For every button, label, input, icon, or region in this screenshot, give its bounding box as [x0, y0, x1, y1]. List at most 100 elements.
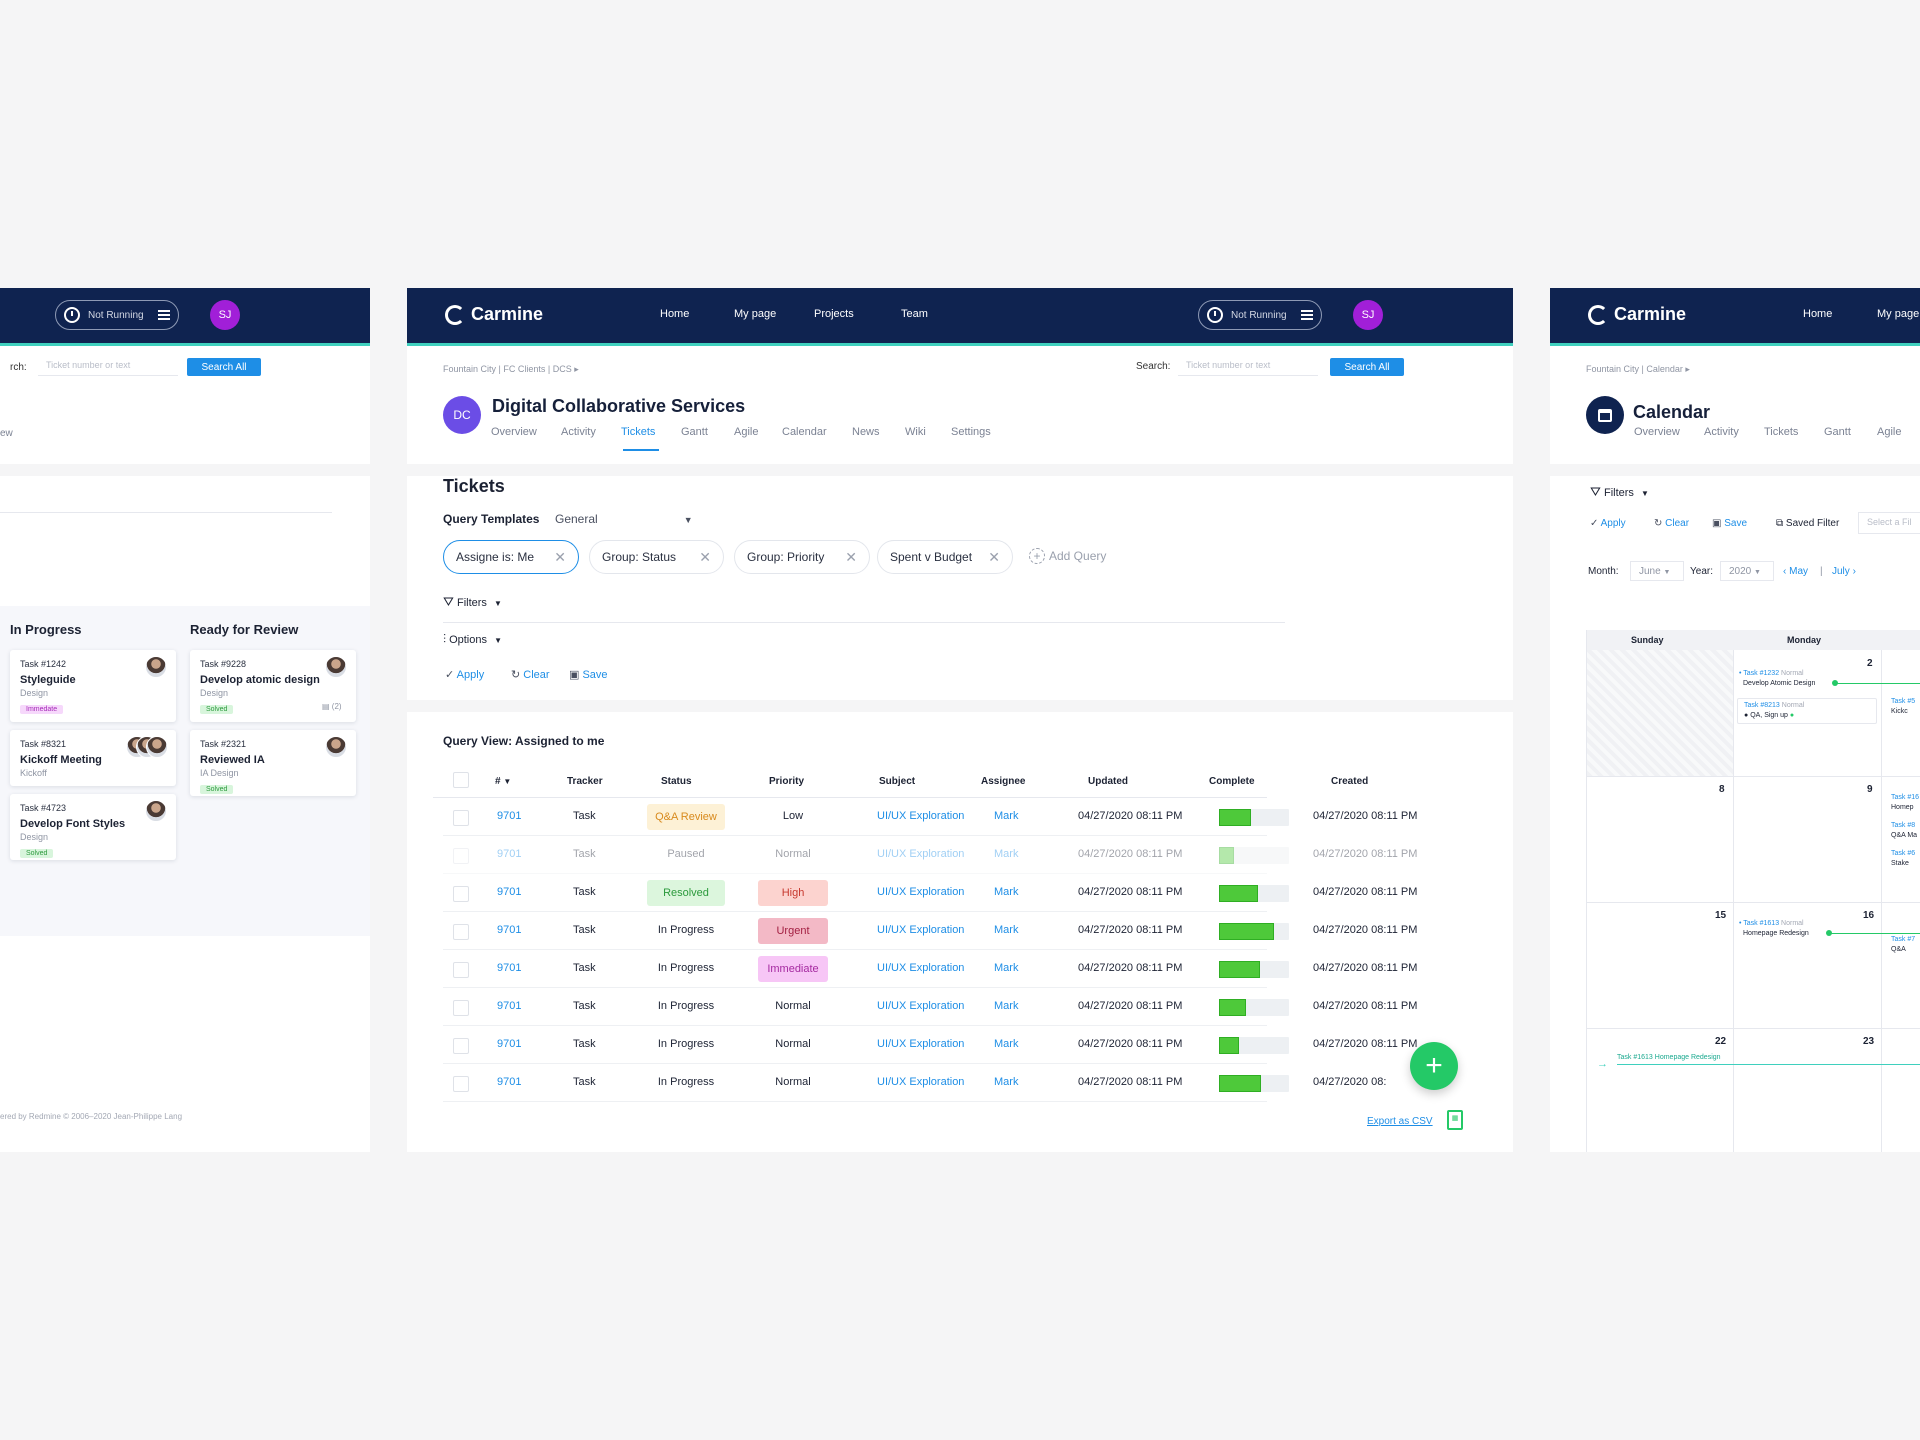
tab-gantt[interactable]: Gantt [1824, 426, 1851, 438]
nav-projects[interactable]: Projects [814, 308, 854, 320]
row-checkbox[interactable] [453, 1000, 469, 1016]
breadcrumb[interactable]: Fountain City | FC Clients | DCS ▸ [443, 364, 579, 374]
close-icon[interactable]: ✕ [845, 548, 857, 565]
nav-my-page[interactable]: My page [1877, 308, 1920, 320]
tab-agile[interactable]: Agile [734, 426, 759, 438]
add-query-button[interactable]: + Add Query [1029, 548, 1106, 564]
clear-button[interactable]: ↻ Clear [511, 669, 550, 681]
saved-filter-select[interactable]: Select a Fil [1858, 512, 1920, 534]
subject-link[interactable]: UI/UX Exploration [877, 924, 965, 936]
task-card[interactable]: Task #4723 Develop Font Styles Design So… [10, 794, 176, 860]
search-input[interactable]: Ticket number or text [1178, 356, 1318, 376]
calendar-event[interactable]: • Task #1613 Normal Homepage Redesign [1737, 920, 1920, 944]
col-tracker[interactable]: Tracker [567, 776, 603, 787]
table-row[interactable]: 9701 Task In Progress Immediate UI/UX Explor… [443, 950, 1417, 988]
next-month-link[interactable]: July › [1832, 566, 1856, 577]
col-updated[interactable]: Updated [1088, 776, 1128, 787]
assignee-link[interactable]: Mark [994, 1038, 1019, 1050]
filters-toggle[interactable]: ⛛ Filters ▼ [443, 594, 502, 609]
select-all-checkbox[interactable] [453, 772, 469, 788]
subject-link[interactable]: UI/UX Exploration [877, 962, 965, 974]
col-assignee[interactable]: Assignee [981, 776, 1026, 787]
table-row[interactable]: 9701 Task Q&A Review Low UI/UX Exploration Ma… [443, 798, 1417, 836]
saved-filter-button[interactable]: ⧉ Saved Filter [1776, 518, 1840, 529]
subject-link[interactable]: UI/UX Exploration [877, 1076, 965, 1088]
nav-home[interactable]: Home [1803, 308, 1833, 320]
col-subject[interactable]: Subject [879, 776, 916, 787]
ticket-id[interactable]: 9701 [497, 924, 522, 936]
table-row[interactable]: 9701 Task In Progress Normal UI/UX Explorati… [443, 1026, 1417, 1064]
nav-team[interactable]: Team [901, 308, 928, 320]
col-id[interactable]: # ▼ [495, 776, 512, 787]
timer-toggle[interactable]: Not Running [1198, 300, 1322, 330]
search-all-button[interactable]: Search All [187, 358, 261, 376]
table-row[interactable]: 9701 Task In Progress Urgent UI/UX Explorati… [443, 912, 1417, 950]
clear-button[interactable]: ↻ Clear [1654, 518, 1690, 529]
assignee-link[interactable]: Mark [994, 886, 1019, 898]
row-checkbox[interactable] [453, 962, 469, 978]
col-priority[interactable]: Priority [769, 776, 805, 787]
ticket-id[interactable]: 9701 [497, 1076, 522, 1088]
user-avatar[interactable]: SJ [210, 300, 240, 330]
assignee-link[interactable]: Mark [994, 924, 1019, 936]
row-checkbox[interactable] [453, 924, 469, 940]
subject-link[interactable]: UI/UX Exploration [877, 886, 965, 898]
query-chip[interactable]: Group: Priority ✕ [734, 540, 870, 574]
user-avatar[interactable]: SJ [1353, 300, 1383, 330]
tab-wiki[interactable]: Wiki [905, 426, 926, 438]
subject-link[interactable]: UI/UX Exploration [877, 1000, 965, 1012]
tab-settings[interactable]: Settings [951, 426, 991, 438]
calendar-event[interactable]: → Task #1613 Homepage Redesign [1587, 1054, 1920, 1074]
save-button[interactable]: ▣ Save [1712, 518, 1748, 529]
tab-activity[interactable]: Activity [1704, 426, 1739, 438]
assignee-link[interactable]: Mark [994, 810, 1019, 822]
table-row[interactable]: 9701 Task Resolved High UI/UX Exploration Mar… [443, 874, 1417, 912]
tab-tickets[interactable]: Tickets [621, 426, 656, 438]
ticket-id[interactable]: 9701 [497, 848, 522, 860]
timer-toggle[interactable]: Not Running [55, 300, 179, 330]
calendar-event[interactable]: • Task #1232 Normal Develop Atomic Desig… [1737, 670, 1920, 694]
month-select[interactable]: June ▼ [1630, 561, 1684, 581]
tab-overview[interactable]: Overview [491, 426, 537, 438]
task-card[interactable]: Task #8321 Kickoff Meeting Kickoff [10, 730, 176, 786]
query-chip[interactable]: Spent v Budget ✕ [877, 540, 1013, 574]
save-button[interactable]: ▣ Save [569, 669, 608, 681]
ticket-id[interactable]: 9701 [497, 962, 522, 974]
tab-overview[interactable]: Overview [1634, 426, 1680, 438]
ticket-id[interactable]: 9701 [497, 886, 522, 898]
assignee-link[interactable]: Mark [994, 1076, 1019, 1088]
options-toggle[interactable]: ⫶ Options ▼ [443, 632, 502, 646]
close-icon[interactable]: ✕ [554, 548, 566, 565]
search-all-button[interactable]: Search All [1330, 358, 1404, 376]
col-created[interactable]: Created [1331, 776, 1369, 787]
subject-link[interactable]: UI/UX Exploration [877, 1038, 965, 1050]
task-card[interactable]: Task #9228 Develop atomic design Design … [190, 650, 356, 722]
table-row[interactable]: 9701 Task Paused Normal UI/UX Exploration Mar… [443, 836, 1417, 874]
ticket-id[interactable]: 9701 [497, 1038, 522, 1050]
filters-toggle[interactable]: ⛛ Filters ▼ [1590, 484, 1649, 499]
col-complete[interactable]: Complete [1209, 776, 1255, 787]
table-row[interactable]: 9701 Task In Progress Normal UI/UX Explorati… [443, 988, 1417, 1026]
tab-news[interactable]: News [852, 426, 880, 438]
row-checkbox[interactable] [453, 810, 469, 826]
close-icon[interactable]: ✕ [699, 548, 711, 565]
ticket-id[interactable]: 9701 [497, 1000, 522, 1012]
logo[interactable]: Carmine [1588, 304, 1686, 325]
assignee-link[interactable]: Mark [994, 962, 1019, 974]
col-status[interactable]: Status [661, 776, 692, 787]
tab-calendar[interactable]: Calendar [782, 426, 827, 438]
tab-tickets[interactable]: Tickets [1764, 426, 1799, 438]
breadcrumb[interactable]: Fountain City | Calendar ▸ [1586, 364, 1690, 374]
logo[interactable]: Carmine [445, 304, 543, 325]
row-checkbox[interactable] [453, 848, 469, 864]
ticket-id[interactable]: 9701 [497, 810, 522, 822]
apply-button[interactable]: ✓ Apply [445, 669, 485, 681]
query-templates-select[interactable]: General ▼ [555, 512, 693, 526]
subject-link[interactable]: UI/UX Exploration [877, 848, 965, 860]
row-checkbox[interactable] [453, 1038, 469, 1054]
assignee-link[interactable]: Mark [994, 848, 1019, 860]
tab-agile[interactable]: Agile [1877, 426, 1902, 438]
row-checkbox[interactable] [453, 886, 469, 902]
nav-home[interactable]: Home [660, 308, 690, 320]
csv-file-icon[interactable]: ▦ [1447, 1110, 1463, 1130]
